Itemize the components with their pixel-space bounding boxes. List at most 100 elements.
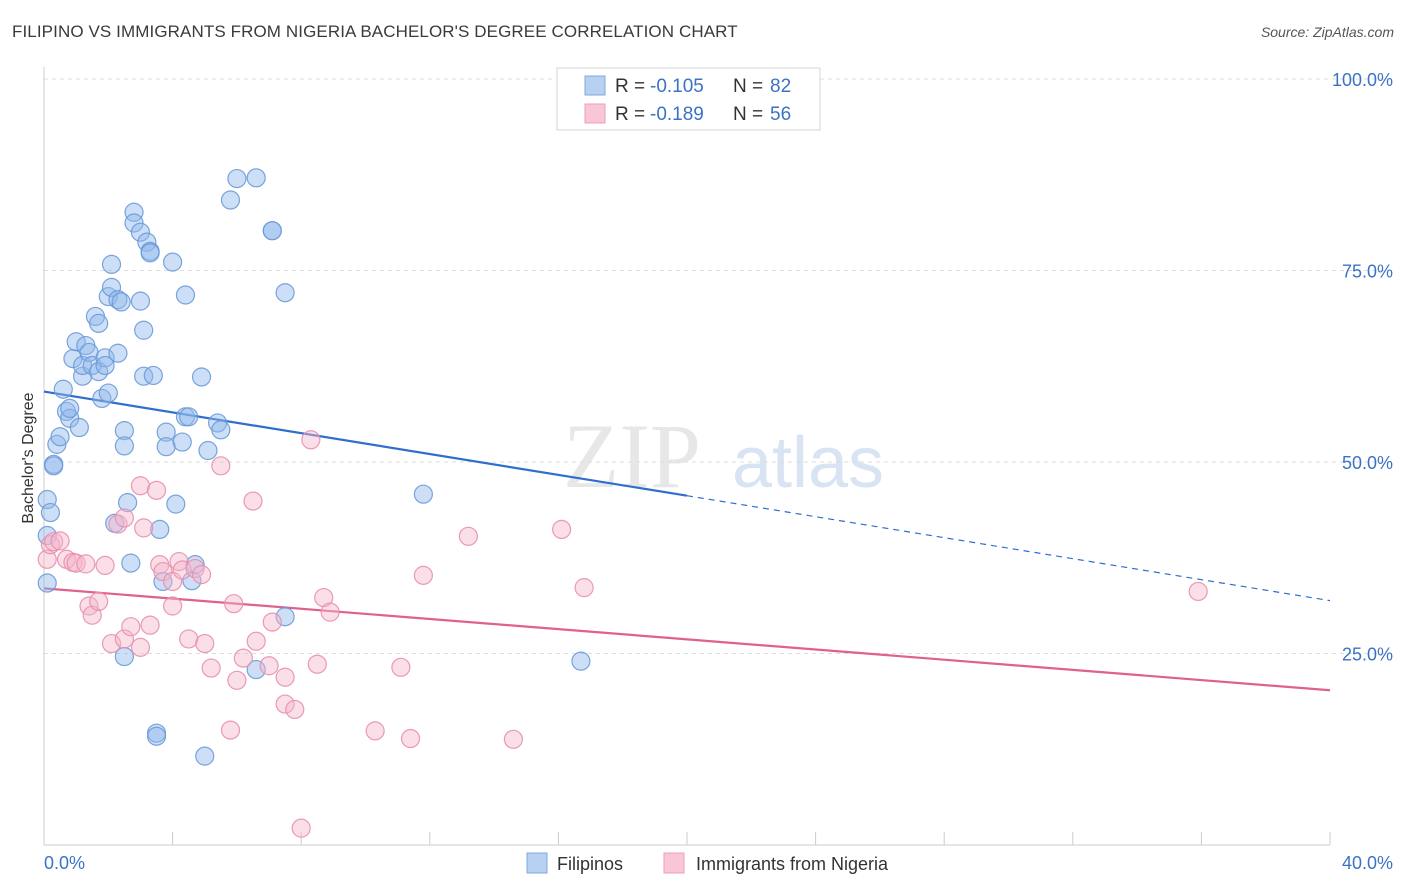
filipino-point	[95, 348, 115, 368]
filipino-point	[101, 277, 122, 297]
filipino-point	[140, 243, 160, 263]
x-tick-min: 0.0%	[44, 853, 85, 873]
nigeria-point	[40, 535, 61, 555]
nigeria-point	[179, 629, 199, 649]
filipino-point	[275, 607, 295, 627]
nigeria-point	[66, 553, 86, 573]
nigeria-point	[140, 615, 160, 635]
nigeria-point	[275, 694, 295, 714]
nigeria-point	[114, 508, 134, 528]
legend-r-label-2: R =	[615, 104, 645, 125]
filipino-point	[130, 222, 151, 242]
nigeria-point	[233, 648, 253, 668]
filipino-point	[89, 313, 109, 333]
source-credit: Source: ZipAtlas.com	[1260, 24, 1394, 40]
trend-lines	[43, 390, 1331, 692]
nigeria-point	[191, 565, 212, 585]
nigeria-point	[246, 631, 266, 651]
filipino-point	[95, 355, 115, 376]
nigeria-point	[259, 656, 279, 676]
legend-n-label-1: N =	[733, 76, 763, 97]
filipino-point	[195, 746, 215, 766]
correlation-legend: R = -0.105 N = 82 R = -0.189 N = 56	[556, 67, 821, 131]
nigeria-point	[458, 526, 478, 546]
y-tick-label: 25.0%	[1342, 645, 1393, 665]
legend-r-value-2: -0.189	[650, 104, 704, 125]
filipino-point	[246, 659, 266, 680]
watermark-atlas: atlas	[732, 423, 884, 503]
filipino-point	[53, 379, 73, 399]
filipino-point	[92, 388, 112, 409]
watermark: ZIP atlas	[563, 405, 884, 507]
nigeria-point	[76, 554, 96, 574]
nigeria-trend-line	[43, 587, 1331, 692]
legend-n-value-2: 56	[770, 104, 791, 125]
nigeria-point	[134, 518, 154, 538]
filipino-point	[114, 420, 134, 441]
filipino-point	[172, 432, 192, 452]
filipino-trend-extension	[686, 495, 1331, 602]
filipino-point	[130, 291, 151, 311]
filipino-point	[246, 168, 266, 188]
filipino-point	[69, 417, 89, 438]
filipino-point	[146, 726, 167, 746]
nigeria-point	[95, 555, 115, 576]
nigeria-point	[224, 594, 244, 614]
nigeria-point	[307, 654, 327, 674]
filipino-point	[124, 202, 144, 222]
filipino-point	[191, 367, 212, 387]
nigeria-point	[291, 818, 311, 838]
filipino-point	[262, 221, 282, 241]
filipino-point	[179, 407, 199, 427]
legend-swatch-nigeria	[584, 103, 606, 124]
filipino-point	[117, 492, 138, 513]
filipino-point	[111, 292, 131, 312]
legend-item-nigeria: Immigrants from Nigeria	[696, 854, 889, 874]
nigeria-point	[1188, 581, 1208, 602]
filipino-point	[182, 571, 202, 591]
nigeria-point	[262, 612, 282, 632]
filipino-point	[40, 502, 61, 523]
filipino-point	[101, 254, 122, 274]
nigeria-point	[365, 721, 385, 741]
nigeria-point	[101, 633, 122, 654]
nigeria-point	[130, 476, 151, 496]
x-tick-max: 40.0%	[1342, 853, 1393, 873]
filipino-trend-line	[43, 390, 688, 497]
filipino-point	[413, 484, 433, 504]
filipino-point	[66, 332, 86, 352]
filipino-point	[166, 494, 186, 514]
legend-r-value-1: -0.105	[650, 76, 704, 97]
legend-n-label-2: N =	[733, 104, 763, 125]
filipino-point	[114, 436, 134, 456]
nigeria-point	[130, 637, 151, 657]
filipino-point	[175, 285, 196, 305]
y-tick-label: 100.0%	[1332, 70, 1393, 90]
legend-item-filipinos: Filipinos	[557, 854, 623, 874]
nigeria-point	[227, 670, 247, 690]
filipino-point	[275, 283, 295, 303]
filipino-point	[227, 168, 247, 189]
filipino-point	[108, 343, 128, 363]
y-tick-label: 75.0%	[1342, 262, 1393, 282]
nigeria-point	[37, 549, 57, 569]
filipino-point	[108, 290, 128, 310]
filipino-point	[163, 252, 183, 272]
nigeria-point	[195, 633, 215, 654]
nigeria-point	[275, 667, 295, 687]
y-tick-label: 50.0%	[1342, 453, 1393, 473]
legend-item-nigeria-swatch	[663, 852, 685, 874]
filipino-point	[37, 573, 57, 593]
filipino-point	[121, 553, 141, 573]
chart-title: FILIPINO VS IMMIGRANTS FROM NIGERIA BACH…	[12, 22, 738, 41]
nigeria-point	[413, 565, 433, 585]
watermark-zip: ZIP	[563, 405, 701, 507]
nigeria-point	[114, 629, 134, 649]
y-tick-labels: 100.0% 75.0% 50.0% 25.0%	[1332, 70, 1393, 665]
axes	[43, 67, 1331, 846]
nigeria-point	[89, 591, 109, 612]
filipino-point	[156, 437, 176, 457]
y-axis-label: Bachelor's Degree	[20, 392, 37, 523]
nigeria-point	[503, 729, 523, 749]
